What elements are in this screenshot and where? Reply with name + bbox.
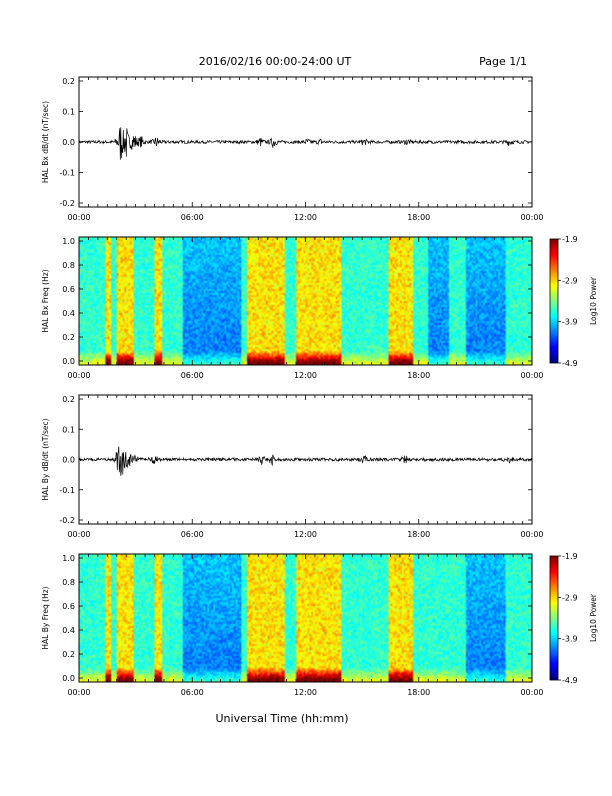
y-tick-label: -0.2 [59, 516, 75, 525]
x-minor-ticks [78, 554, 533, 682]
y-axis-label: HAL By dB/dt (nT/sec) [41, 418, 50, 500]
colorbar-tick-label: -4.9 [562, 359, 578, 368]
x-tick-label: 12:00 [294, 371, 317, 380]
y-tick-label: 0.0 [62, 456, 75, 465]
x-tick-label: 18:00 [407, 688, 430, 697]
colorbar-frame [549, 555, 559, 681]
x-tick-label: 00:00 [67, 688, 90, 697]
panel-by-spectrogram: -1.9 -2.9 -3.9 -4.9 Log10 Power 00:00 06:00 12:… [41, 552, 598, 697]
panel-bx-dbdt: 00:00 06:00 12:00 18:00 00:00 0.2 0.1 0.0 -0.1 -0… [41, 76, 544, 222]
y-tick-label: 0.0 [62, 674, 75, 683]
colorbar-label: Log10 Power [589, 593, 598, 642]
x-tick-label: 18:00 [407, 213, 430, 222]
y-tick-label: 0.8 [62, 578, 75, 587]
y-tick-label: 0.2 [62, 333, 75, 342]
x-minor-ticks [78, 77, 533, 207]
colorbar-label: Log10 Power [589, 276, 598, 325]
y-tick-label: 0.6 [62, 285, 75, 294]
y-tick-label: 0.1 [62, 108, 75, 117]
y-tick-label: 1.0 [62, 554, 75, 563]
x-tick-label: 06:00 [181, 688, 204, 697]
y-axis-label: HAL Bx Freq (Hz) [41, 269, 50, 332]
y-tick-label: 0.2 [62, 395, 75, 404]
spectrogram-image [79, 237, 532, 365]
x-tick-label: 00:00 [520, 688, 543, 697]
colorbar [550, 556, 558, 680]
panel-by-dbdt: 00:00 06:00 12:00 18:00 00:00 0.2 0.1 0.0 -0.1 -0… [41, 394, 544, 539]
x-tick-label: 18:00 [407, 371, 430, 380]
y-tick-label: 0.8 [62, 261, 75, 270]
y-axis-label: HAL Bx dB/dt (nT/sec) [41, 101, 50, 183]
x-tick-label: 12:00 [294, 213, 317, 222]
colorbar-tick-label: -1.9 [562, 552, 578, 561]
colorbar-tick-label: -4.9 [562, 676, 578, 685]
page-number: Page 1/1 [479, 55, 527, 68]
x-tick-label: 00:00 [67, 530, 90, 539]
y-tick-label: 0.4 [62, 626, 75, 635]
spectrogram-image [79, 554, 532, 682]
y-tick-label: 0.6 [62, 602, 75, 611]
x-tick-label: 12:00 [294, 530, 317, 539]
y-tick-label: 0.0 [62, 357, 75, 366]
y-tick-label: -0.2 [59, 199, 75, 208]
x-tick-label: 00:00 [520, 213, 543, 222]
x-minor-ticks [78, 395, 533, 524]
x-tick-label: 12:00 [294, 688, 317, 697]
x-tick-label: 00:00 [520, 371, 543, 380]
x-tick-label: 06:00 [181, 213, 204, 222]
y-tick-label: 0.0 [62, 138, 75, 147]
colorbar-tick-label: -3.9 [562, 635, 578, 644]
panel-bx-spectrogram: -1.9 -2.9 -3.9 -4.9 Log10 Power 00:00 06:00 12:… [41, 235, 598, 380]
colorbar-tick-label: -2.9 [562, 593, 578, 602]
x-tick-label: 00:00 [520, 530, 543, 539]
y-tick-label: 0.2 [62, 77, 75, 86]
x-tick-label: 06:00 [181, 371, 204, 380]
y-tick-label: 0.2 [62, 650, 75, 659]
y-tick-label: -0.1 [59, 486, 75, 495]
x-axis-label: Universal Time (hh:mm) [216, 712, 349, 725]
colorbar [550, 239, 558, 363]
series-trace [78, 127, 533, 160]
colorbar-frame [549, 238, 559, 364]
page-title: 2016/02/16 00:00-24:00 UT [199, 55, 352, 68]
colorbar-tick-label: -1.9 [562, 235, 578, 244]
colorbar-tick-label: -2.9 [562, 276, 578, 285]
y-tick-label: -0.1 [59, 169, 75, 178]
colorbar-tick-label: -3.9 [562, 318, 578, 327]
y-tick-label: 0.4 [62, 309, 75, 318]
y-axis-label: HAL By Freq (Hz) [41, 586, 50, 649]
y-tick-label: 0.1 [62, 425, 75, 434]
x-tick-label: 00:00 [67, 371, 90, 380]
x-tick-label: 06:00 [181, 530, 204, 539]
series-trace [78, 446, 533, 476]
x-tick-label: 00:00 [67, 213, 90, 222]
x-tick-label: 18:00 [407, 530, 430, 539]
x-minor-ticks [78, 237, 533, 365]
y-tick-label: 1.0 [62, 237, 75, 246]
